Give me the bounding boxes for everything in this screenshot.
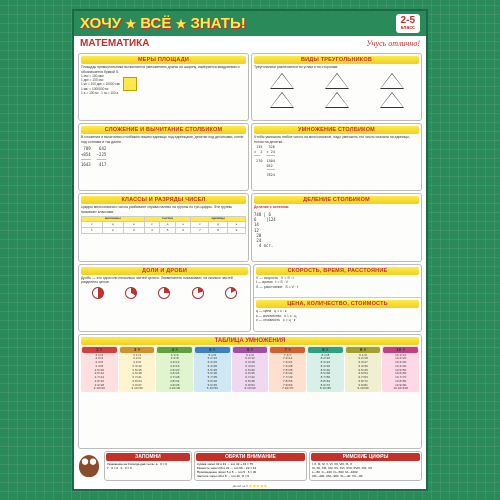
section-title: УМНОЖЕНИЕ СТОЛБИКОМ <box>254 126 419 134</box>
content-grid: МЕРЫ ПЛОЩАДИ Площадь прямоугольника вычи… <box>74 51 426 451</box>
section-addition: СЛОЖЕНИЕ И ВЫЧИТАНИЕ СТОЛБИКОМ В сложени… <box>78 123 249 191</box>
section-title: ОБРАТИ ВНИМАНИЕ <box>196 453 305 461</box>
section-classes: КЛАССЫ И РАЗРЯДЫ ЧИСЕЛ Цифры многозначно… <box>78 193 249 261</box>
section-area: МЕРЫ ПЛОЩАДИ Площадь прямоугольника вычи… <box>78 53 249 121</box>
pie-icon <box>158 287 170 299</box>
pie-icon <box>92 287 104 299</box>
section-title: ВИДЫ ТРЕУГОЛЬНИКОВ <box>254 56 419 64</box>
roman-text: I, II, III, IV, V, VI, VII, VIII, IX, X … <box>311 461 420 479</box>
classes-table: миллионытысячиединицы сдесдесде 12345678… <box>81 216 246 235</box>
section-title: КЛАССЫ И РАЗРЯДЫ ЧИСЕЛ <box>81 196 246 204</box>
classes-text: Цифры многозначного числа разбивают спра… <box>81 205 232 214</box>
section-fractions: ДОЛИ И ДРОБИ Дробь — это одна или нескол… <box>78 264 251 332</box>
speed-formulas: V — скорость V = S : t t — время t = S :… <box>256 276 419 290</box>
division-example: 748 | 66 |1241412 28 24 4 ост. <box>254 212 419 248</box>
section-body: Цифры многозначного числа разбивают спра… <box>81 205 246 234</box>
mult-table-2: 2 ×2·1=22·2=42·3=62·4=82·5=102·6=122·7=1… <box>81 346 118 392</box>
pie-icon <box>125 287 137 299</box>
square-icon <box>123 77 137 91</box>
triangles-text: Треугольники различаются по углам и по с… <box>254 65 338 69</box>
section-title: ТАБЛИЦА УМНОЖЕНИЯ <box>81 337 419 345</box>
section-body: Деление с остатком 748 | 66 |1241412 28 … <box>254 205 419 248</box>
owl-icon <box>79 455 99 477</box>
mult-table-7: 7 ×7·1=77·2=147·3=217·4=287·5=357·6=427·… <box>269 346 306 392</box>
triangle-icon <box>270 92 294 108</box>
section-body: В сложении и вычитании столбиком пишем е… <box>81 135 246 167</box>
fractions-text: Дробь — это одна или несколько частей це… <box>81 276 233 285</box>
section-speed-price: СКОРОСТЬ, ВРЕМЯ, РАССТОЯНИЕ V — скорость… <box>253 264 422 332</box>
section-division: ДЕЛЕНИЕ СТОЛБИКОМ Деление с остатком 748… <box>251 193 422 261</box>
section-remember: ЗАПОМНИ Умножение на 0 всегда даёт ноль:… <box>104 451 192 481</box>
pie-icon <box>192 287 204 299</box>
mult-table-8: 8 ×8·1=88·2=168·3=248·4=328·5=408·6=488·… <box>307 346 344 392</box>
section-title: ДОЛИ И ДРОБИ <box>81 267 248 275</box>
pie-icon <box>225 287 237 299</box>
triangle-icon <box>380 92 404 108</box>
triangle-icon <box>325 73 349 89</box>
section-body: Дробь — это одна или несколько частей це… <box>81 276 248 299</box>
bottom-row: ЗАПОМНИ Умножение на 0 всегда даёт ноль:… <box>74 451 426 483</box>
section-body: Чтобы умножить любое число на многозначн… <box>254 135 419 177</box>
subject-title: МАТЕМАТИКА <box>80 38 150 49</box>
subtraction-example: 642−225──── 417 <box>97 146 107 167</box>
division-text: Деление с остатком <box>254 205 289 209</box>
grade-badge: 2-5класс <box>396 14 420 33</box>
triangle-icon <box>380 73 404 89</box>
area-text: Площадь прямоугольника вычисляется умнож… <box>81 65 240 74</box>
mult-tables-row: 2 ×2·1=22·2=42·3=62·4=82·5=102·6=122·7=1… <box>81 346 419 392</box>
mult-table-5: 5 ×5·1=55·2=105·3=155·4=205·5=255·6=305·… <box>194 346 231 392</box>
mult-table-9: 9 ×9·1=99·2=189·3=279·4=369·5=459·6=549·… <box>345 346 382 392</box>
section-body: Треугольники различаются по углам и по с… <box>254 65 419 108</box>
section-title: РИМСКИЕ ЦИФРЫ <box>311 453 420 461</box>
addition-text: В сложении и вычитании столбиком пишем е… <box>81 135 243 144</box>
footer: Делай на 5 ⭐⭐⭐⭐⭐ <box>74 483 426 489</box>
grade-label: класс <box>401 26 415 31</box>
section-triangles: ВИДЫ ТРЕУГОЛЬНИКОВ Треугольники различаю… <box>251 53 422 121</box>
triangle-icon <box>270 73 294 89</box>
section-mult-column: УМНОЖЕНИЕ СТОЛБИКОМ Чтобы умножить любое… <box>251 123 422 191</box>
mult-example: 135× 2─── 270 <box>254 145 262 177</box>
mult-text: Чтобы умножить любое число на многозначн… <box>254 135 410 144</box>
section-roman: РИМСКИЕ ЦИФРЫ I, II, III, IV, V, VI, VII… <box>309 451 422 481</box>
attention-text: Сумма чисел 32 и 43 → это 32 + 43 = 75 Р… <box>196 461 305 479</box>
section-title: МЕРЫ ПЛОЩАДИ <box>81 56 246 64</box>
motto: Учусь отлично! <box>366 39 420 48</box>
owl-container <box>78 451 102 481</box>
section-title: СКОРОСТЬ, ВРЕМЯ, РАССТОЯНИЕ <box>256 267 419 275</box>
math-poster: ХОЧУ ★ ВСЁ ★ ЗНАТЬ! 2-5класс МАТЕМАТИКА … <box>72 9 428 491</box>
mult-table-4: 4 ×4·1=44·2=84·3=124·4=164·5=204·6=244·7… <box>156 346 193 392</box>
section-title: ЦЕНА, КОЛИЧЕСТВО, СТОИМОСТЬ <box>256 300 419 308</box>
mult-example: 326× 24────1304652────7824 <box>266 145 274 177</box>
section-title: СЛОЖЕНИЕ И ВЫЧИТАНИЕ СТОЛБИКОМ <box>81 126 246 134</box>
star-icon: ★ <box>176 17 187 31</box>
main-title: ХОЧУ ★ ВСЁ ★ ЗНАТЬ! <box>80 15 246 32</box>
mult-table-3: 3 ×3·1=33·2=63·3=93·4=123·5=153·6=183·7=… <box>119 346 156 392</box>
section-body: Площадь прямоугольника вычисляется умнож… <box>81 65 246 95</box>
subheader: МАТЕМАТИКА Учусь отлично! <box>74 36 426 51</box>
header: ХОЧУ ★ ВСЁ ★ ЗНАТЬ! 2-5класс <box>74 11 426 36</box>
remember-text: Умножение на 0 всегда даёт ноль: a · 0 =… <box>106 461 190 471</box>
addition-example: 789+854────1643 <box>81 146 91 167</box>
mult-table-10: 10 ×10·1=1010·2=2010·3=3010·4=4010·5=501… <box>382 346 419 392</box>
section-title: ДЕЛЕНИЕ СТОЛБИКОМ <box>254 196 419 204</box>
mult-table-6: 6 ×6·1=66·2=126·3=186·4=246·5=306·6=366·… <box>232 346 269 392</box>
triangle-icon <box>325 92 349 108</box>
section-mult-table: ТАБЛИЦА УМНОЖЕНИЯ 2 ×2·1=22·2=42·3=62·4=… <box>78 334 422 449</box>
section-title: ЗАПОМНИ <box>106 453 190 461</box>
section-attention: ОБРАТИ ВНИМАНИЕ Сумма чисел 32 и 43 → эт… <box>194 451 307 481</box>
price-formulas: ц — цена ц = с : к к — количество к = с … <box>256 309 419 323</box>
star-icon: ★ <box>125 17 136 31</box>
area-formulas: 1 см² = 100 мм² 1 дм² = 100 см² 1 м² = 1… <box>81 74 120 95</box>
